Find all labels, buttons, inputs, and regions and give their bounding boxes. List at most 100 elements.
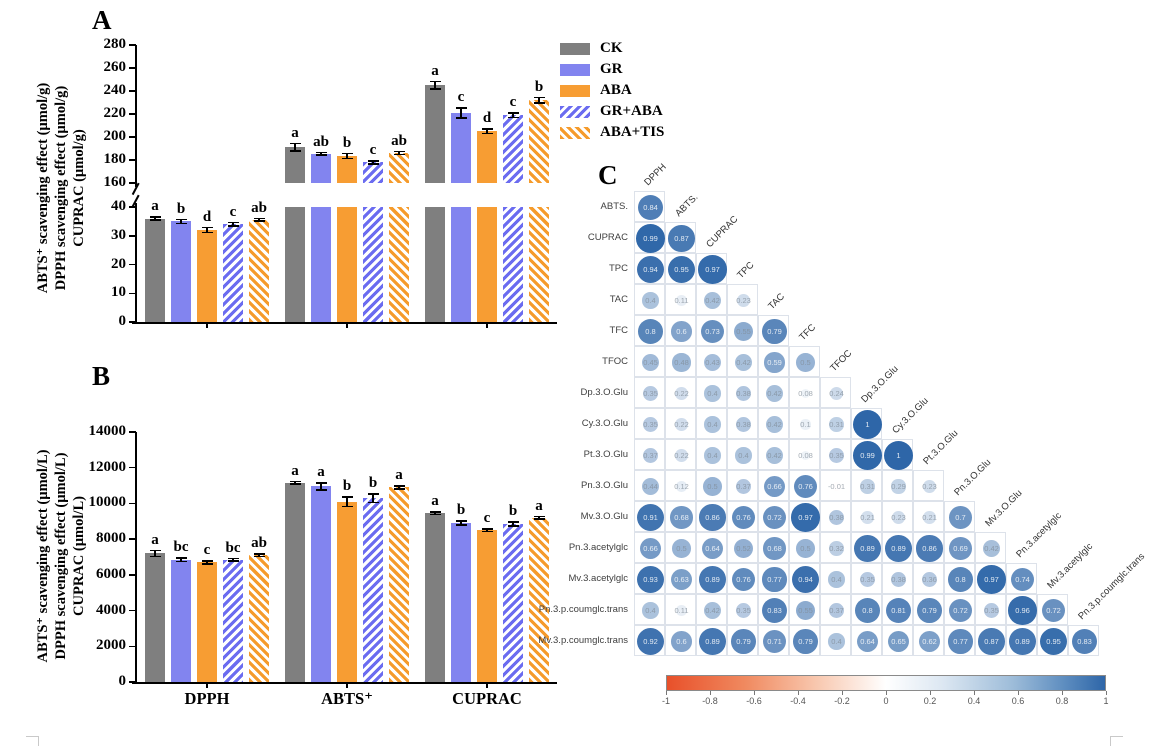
corr-value: 0.79 — [767, 327, 782, 336]
corr-value: 0.94 — [643, 265, 658, 274]
corr-cell: 0.44 — [634, 470, 665, 501]
corr-circle — [735, 416, 752, 433]
corr-value: 0.89 — [705, 637, 720, 646]
error-bar-cap — [507, 116, 519, 119]
corr-cell: 0.95 — [1037, 625, 1068, 656]
bar — [197, 562, 217, 682]
corr-value: 0.84 — [643, 203, 658, 212]
y-tick — [129, 321, 136, 323]
corr-cell: 0.11 — [665, 284, 696, 315]
y-axis-title-line: DPPH scavenging effect (µmol/L) — [53, 452, 69, 660]
corr-value: 0.8 — [862, 606, 873, 615]
corr-value: 0.72 — [767, 513, 782, 522]
corr-value: 0.99 — [860, 451, 875, 460]
corr-col-label: Dp.3.O.Glu — [858, 363, 901, 405]
corr-value: 0.95 — [674, 265, 689, 274]
corr-circle — [1009, 628, 1036, 655]
corr-circle — [737, 294, 750, 307]
corr-circle — [983, 540, 1000, 557]
corr-cell: 0.21 — [913, 501, 944, 532]
corr-circle — [699, 566, 726, 593]
corr-circle — [675, 418, 688, 431]
corr-value: 0.86 — [922, 544, 937, 553]
corr-circle — [1071, 628, 1098, 655]
corr-cell: 0.94 — [789, 563, 820, 594]
legend-label: GR — [600, 61, 623, 77]
corr-cell: 1 — [851, 408, 882, 439]
x-group-tick — [206, 323, 208, 328]
error-bar-cap — [429, 513, 441, 516]
corr-cell: 0.96 — [1006, 594, 1037, 625]
corr-value: 0.59 — [767, 358, 782, 367]
error-bar-stem — [154, 216, 156, 221]
corr-col-label: TAC — [765, 291, 787, 312]
corr-circle — [764, 352, 785, 373]
corr-cell: 0.4 — [696, 439, 727, 470]
corr-circle — [642, 602, 659, 619]
y-axis-title-line: ABTS⁺ scavenging effect (µmol/g) — [35, 82, 51, 294]
corr-value: 0.7 — [955, 513, 966, 522]
corr-value: 0.45 — [643, 358, 658, 367]
corr-value: 0.6 — [676, 327, 687, 336]
corr-cell: 0.4 — [696, 377, 727, 408]
corr-cell: 0.79 — [758, 315, 789, 346]
corr-cell: 0.89 — [696, 563, 727, 594]
crop-handle-bottom-left[interactable] — [26, 736, 39, 746]
corr-cell: 0.42 — [758, 408, 789, 439]
bar — [337, 155, 357, 183]
corr-cell: 0.5 — [789, 346, 820, 377]
y-tick-label: 180 — [103, 151, 127, 167]
legend-item: GR — [560, 61, 720, 77]
corr-cell: 0.21 — [851, 501, 882, 532]
colorbar-tick-label: -0.8 — [702, 696, 718, 706]
corr-value: 0.44 — [643, 482, 658, 491]
corr-circle — [735, 447, 752, 464]
corr-circle — [672, 353, 691, 372]
corr-circle — [676, 605, 687, 616]
error-bar-cap — [393, 153, 405, 156]
corr-value: 0.42 — [767, 420, 782, 429]
corr-cell: 0.5 — [665, 532, 696, 563]
corr-circle — [636, 627, 665, 656]
corr-value: 0.63 — [674, 575, 689, 584]
corr-row-label: CUPRAC — [587, 231, 628, 243]
y-tick — [129, 136, 136, 138]
corr-cell: 0.35 — [634, 377, 665, 408]
corr-cell: 0.89 — [696, 625, 727, 656]
error-bar-stem — [512, 521, 514, 527]
error-bar-stem — [538, 96, 540, 104]
sig-letter: b — [508, 503, 518, 520]
error-bar-stem — [398, 485, 400, 490]
corr-cell: 0.68 — [665, 501, 696, 532]
corr-cell: 0.64 — [696, 532, 727, 563]
corr-cell: 0.91 — [634, 501, 665, 532]
corr-value: 0.5 — [800, 358, 811, 367]
bar — [425, 207, 445, 322]
y-tick — [129, 235, 136, 237]
y-tick-label: 6000 — [96, 565, 126, 582]
y-tick-label: 280 — [103, 36, 127, 52]
colorbar-tick — [1062, 691, 1063, 695]
corr-value: 0.22 — [674, 420, 689, 429]
sig-letter: b — [342, 478, 352, 495]
corr-circle — [735, 385, 752, 402]
y-axis-line — [135, 203, 137, 323]
corr-circle — [887, 630, 910, 653]
corr-value: 0.32 — [829, 544, 844, 553]
corr-cell: 0.1 — [789, 408, 820, 439]
corr-value: 0.97 — [705, 265, 720, 274]
corr-cell: 0.42 — [696, 284, 727, 315]
corr-value: 0.38 — [829, 513, 844, 522]
bar — [363, 207, 383, 322]
corr-col-label: DPPH — [641, 161, 669, 188]
crop-handle-bottom-right[interactable] — [1110, 736, 1123, 746]
corr-value: 0.23 — [736, 296, 751, 305]
error-bar-cap — [393, 488, 405, 490]
corr-value: 0.94 — [798, 575, 813, 584]
corr-circle — [735, 602, 752, 619]
bar — [503, 207, 523, 322]
corr-row-label: TFOC — [602, 355, 628, 367]
corr-circle — [795, 600, 816, 621]
error-bar-stem — [346, 496, 348, 507]
sig-letter: a — [151, 198, 159, 215]
